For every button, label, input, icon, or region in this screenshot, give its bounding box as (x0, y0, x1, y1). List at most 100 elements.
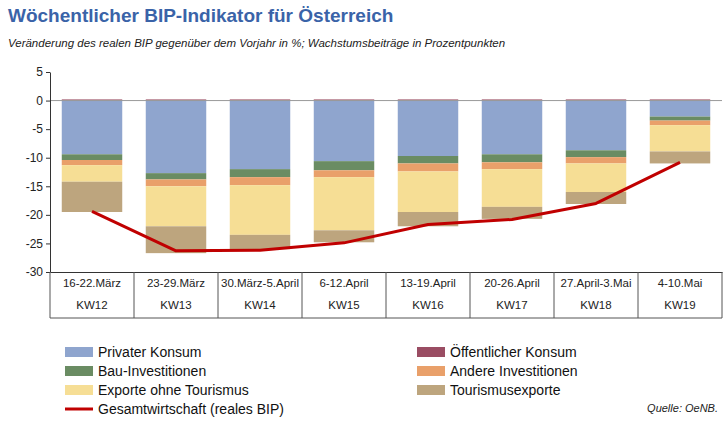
x-tick-label-line: KW19 (664, 299, 695, 311)
y-tick-label: -20 (26, 208, 44, 222)
bar (62, 165, 122, 182)
y-tick-mark (46, 243, 50, 244)
y-axis: -30 -25 -20 -15 -10 -5 0 5 (26, 65, 51, 279)
category-frame-bottom (50, 318, 722, 319)
category-separator (50, 272, 51, 318)
x-tick-label: 23-29.März KW13 (147, 277, 205, 311)
bar (566, 150, 626, 157)
y-tick-mark (46, 186, 50, 187)
plot-area (62, 99, 710, 253)
x-tick-label-line: 23-29.März (147, 277, 205, 289)
x-tick-label-line: 20-26.April (484, 277, 540, 289)
x-tick-label-line: KW14 (244, 299, 276, 311)
y-tick-mark (46, 272, 50, 273)
y-tick-mark (46, 129, 50, 130)
legend-swatch (65, 385, 93, 395)
x-tick-label: 27.April-3.Mai KW18 (561, 277, 632, 311)
bar (314, 170, 374, 177)
bar (314, 161, 374, 170)
y-tick-label: 0 (36, 94, 43, 108)
bar (482, 154, 542, 162)
legend-label: Andere Investitionen (450, 363, 578, 379)
bar (482, 101, 542, 155)
x-tick-label-line: KW17 (496, 299, 527, 311)
bar (398, 163, 458, 171)
bar-series (62, 125, 710, 235)
x-tick-label-line: KW15 (328, 299, 359, 311)
bar (482, 207, 542, 219)
category-separator (218, 272, 219, 318)
x-tick-label-line: 6-12.April (319, 277, 368, 289)
y-tick: -30 (26, 265, 50, 279)
x-tick-label: 20-26.April KW17 (484, 277, 540, 311)
y-tick-mark (46, 72, 50, 73)
chart-container: Wöchentlicher BIP-Indikator für Österrei… (0, 0, 726, 441)
legend-label: Privater Konsum (98, 344, 201, 360)
x-tick-label: 4-10.MaiKW19 (658, 277, 703, 311)
x-tick: 27.April-3.Mai KW18 (561, 272, 632, 311)
y-tick-mark (46, 215, 50, 216)
bar (146, 101, 206, 174)
x-tick-label-line: KW16 (412, 299, 443, 311)
y-tick: -5 (32, 122, 50, 136)
bar (314, 230, 374, 242)
category-separator (386, 272, 387, 318)
x-tick-label: 6-12.April KW15 (319, 277, 368, 311)
legend-swatch (65, 366, 93, 376)
bar (230, 177, 290, 185)
bar (314, 177, 374, 230)
y-tick: -20 (26, 208, 50, 222)
y-tick: -25 (26, 237, 50, 251)
x-tick-label: 13-19.April KW16 (400, 277, 456, 311)
bar (398, 171, 458, 212)
x-tick: 6-12.April KW15 (319, 272, 368, 311)
x-tick-label-line: 13-19.April (400, 277, 456, 289)
category-frame (50, 272, 722, 318)
bar (230, 185, 290, 235)
bar (146, 179, 206, 186)
bar (650, 151, 710, 163)
x-tick-label-line: KW18 (580, 299, 611, 311)
x-tick-label-line: KW13 (160, 299, 191, 311)
x-tick: 23-29.März KW13 (147, 272, 205, 311)
y-tick: -10 (26, 151, 50, 165)
subtitle: Veränderung des realen BIP gegenüber dem… (8, 37, 505, 49)
bar (650, 117, 710, 121)
category-separator (554, 272, 555, 318)
bar (650, 101, 710, 117)
x-tick: 13-19.April KW16 (400, 272, 456, 311)
y-tick-mark (46, 101, 50, 102)
bar (650, 125, 710, 151)
x-tick-label: 16-22.MärzKW12 (63, 277, 121, 311)
y-tick-mark (46, 158, 50, 159)
x-tick-label-line: 27.April-3.Mai (561, 277, 632, 289)
bar (398, 156, 458, 163)
category-separator (638, 272, 639, 318)
bar (146, 186, 206, 226)
x-tick: 16-22.MärzKW12 (63, 272, 121, 311)
bar (314, 101, 374, 162)
x-tick: 30.März-5.AprilKW14 (221, 272, 299, 311)
source: Quelle: OeNB. (647, 402, 718, 414)
legend-label: Bau-Investitionen (98, 363, 206, 379)
y-tick-label: -30 (26, 265, 44, 279)
category-separator (722, 272, 723, 318)
zero-line (50, 100, 722, 101)
bar (566, 101, 626, 151)
legend-swatch (417, 385, 445, 395)
legend-label: Gesamtwirtschaft (reales BIP) (98, 401, 284, 417)
y-tick: 0 (36, 94, 50, 108)
bar (398, 101, 458, 156)
bar (230, 101, 290, 170)
y-tick-label: -15 (26, 180, 44, 194)
x-tick-label: 30.März-5.AprilKW14 (221, 277, 299, 311)
legend-item: Andere Investitionen (417, 363, 578, 379)
category-separator (470, 272, 471, 318)
legend-item: Tourismusexporte (417, 382, 561, 398)
bar (482, 169, 542, 207)
bar-series (62, 101, 710, 174)
legend-item: Privater Konsum (65, 344, 201, 360)
x-tick: 4-10.MaiKW19 (658, 272, 703, 311)
y-tick-label: 5 (36, 65, 43, 79)
legend-swatch (417, 366, 445, 376)
